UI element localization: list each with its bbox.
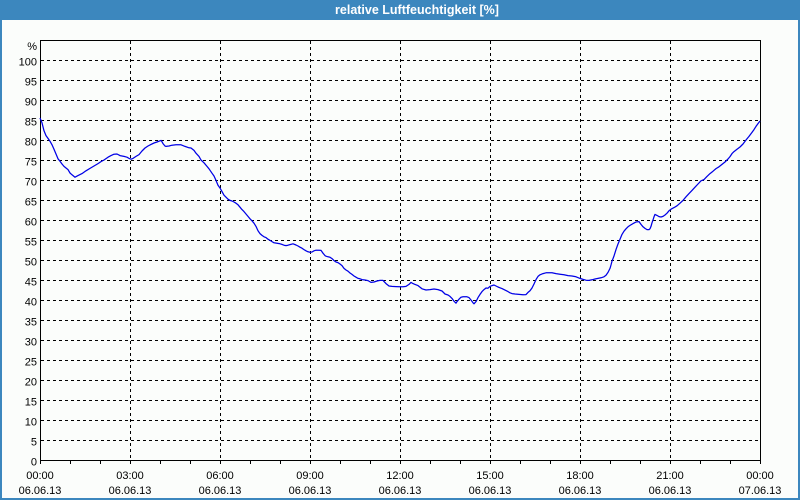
svg-text:20: 20 bbox=[25, 377, 37, 389]
svg-text:06.06.13: 06.06.13 bbox=[559, 485, 602, 497]
svg-text:03:00: 03:00 bbox=[116, 470, 144, 482]
svg-text:80: 80 bbox=[25, 137, 37, 149]
svg-text:15:00: 15:00 bbox=[476, 470, 504, 482]
svg-text:06.06.13: 06.06.13 bbox=[379, 485, 422, 497]
svg-text:09:00: 09:00 bbox=[296, 470, 324, 482]
svg-text:75: 75 bbox=[25, 157, 37, 169]
svg-text:00:00: 00:00 bbox=[746, 470, 774, 482]
svg-text:00:00: 00:00 bbox=[26, 470, 54, 482]
svg-text:18:00: 18:00 bbox=[566, 470, 594, 482]
svg-text:45: 45 bbox=[25, 277, 37, 289]
svg-text:06.06.13: 06.06.13 bbox=[469, 485, 512, 497]
svg-text:35: 35 bbox=[25, 317, 37, 329]
svg-text:70: 70 bbox=[25, 177, 37, 189]
svg-text:%: % bbox=[27, 41, 37, 53]
svg-text:55: 55 bbox=[25, 237, 37, 249]
svg-text:06.06.13: 06.06.13 bbox=[19, 485, 62, 497]
svg-text:50: 50 bbox=[25, 257, 37, 269]
svg-text:07.06.13: 07.06.13 bbox=[739, 485, 782, 497]
svg-text:25: 25 bbox=[25, 357, 37, 369]
svg-text:0: 0 bbox=[31, 457, 37, 469]
svg-text:100: 100 bbox=[19, 57, 37, 69]
svg-text:06.06.13: 06.06.13 bbox=[649, 485, 692, 497]
svg-text:10: 10 bbox=[25, 417, 37, 429]
svg-text:90: 90 bbox=[25, 97, 37, 109]
svg-text:21:00: 21:00 bbox=[656, 470, 684, 482]
svg-text:5: 5 bbox=[31, 437, 37, 449]
svg-text:65: 65 bbox=[25, 197, 37, 209]
svg-text:06.06.13: 06.06.13 bbox=[199, 485, 242, 497]
svg-text:95: 95 bbox=[25, 77, 37, 89]
svg-text:06:00: 06:00 bbox=[206, 470, 234, 482]
svg-text:30: 30 bbox=[25, 337, 37, 349]
svg-text:12:00: 12:00 bbox=[386, 470, 414, 482]
svg-text:40: 40 bbox=[25, 297, 37, 309]
svg-text:06.06.13: 06.06.13 bbox=[109, 485, 152, 497]
svg-text:60: 60 bbox=[25, 217, 37, 229]
svg-text:15: 15 bbox=[25, 397, 37, 409]
svg-text:06.06.13: 06.06.13 bbox=[289, 485, 332, 497]
svg-text:relative Luftfeuchtigkeit [%]: relative Luftfeuchtigkeit [%] bbox=[335, 3, 499, 17]
svg-text:85: 85 bbox=[25, 117, 37, 129]
